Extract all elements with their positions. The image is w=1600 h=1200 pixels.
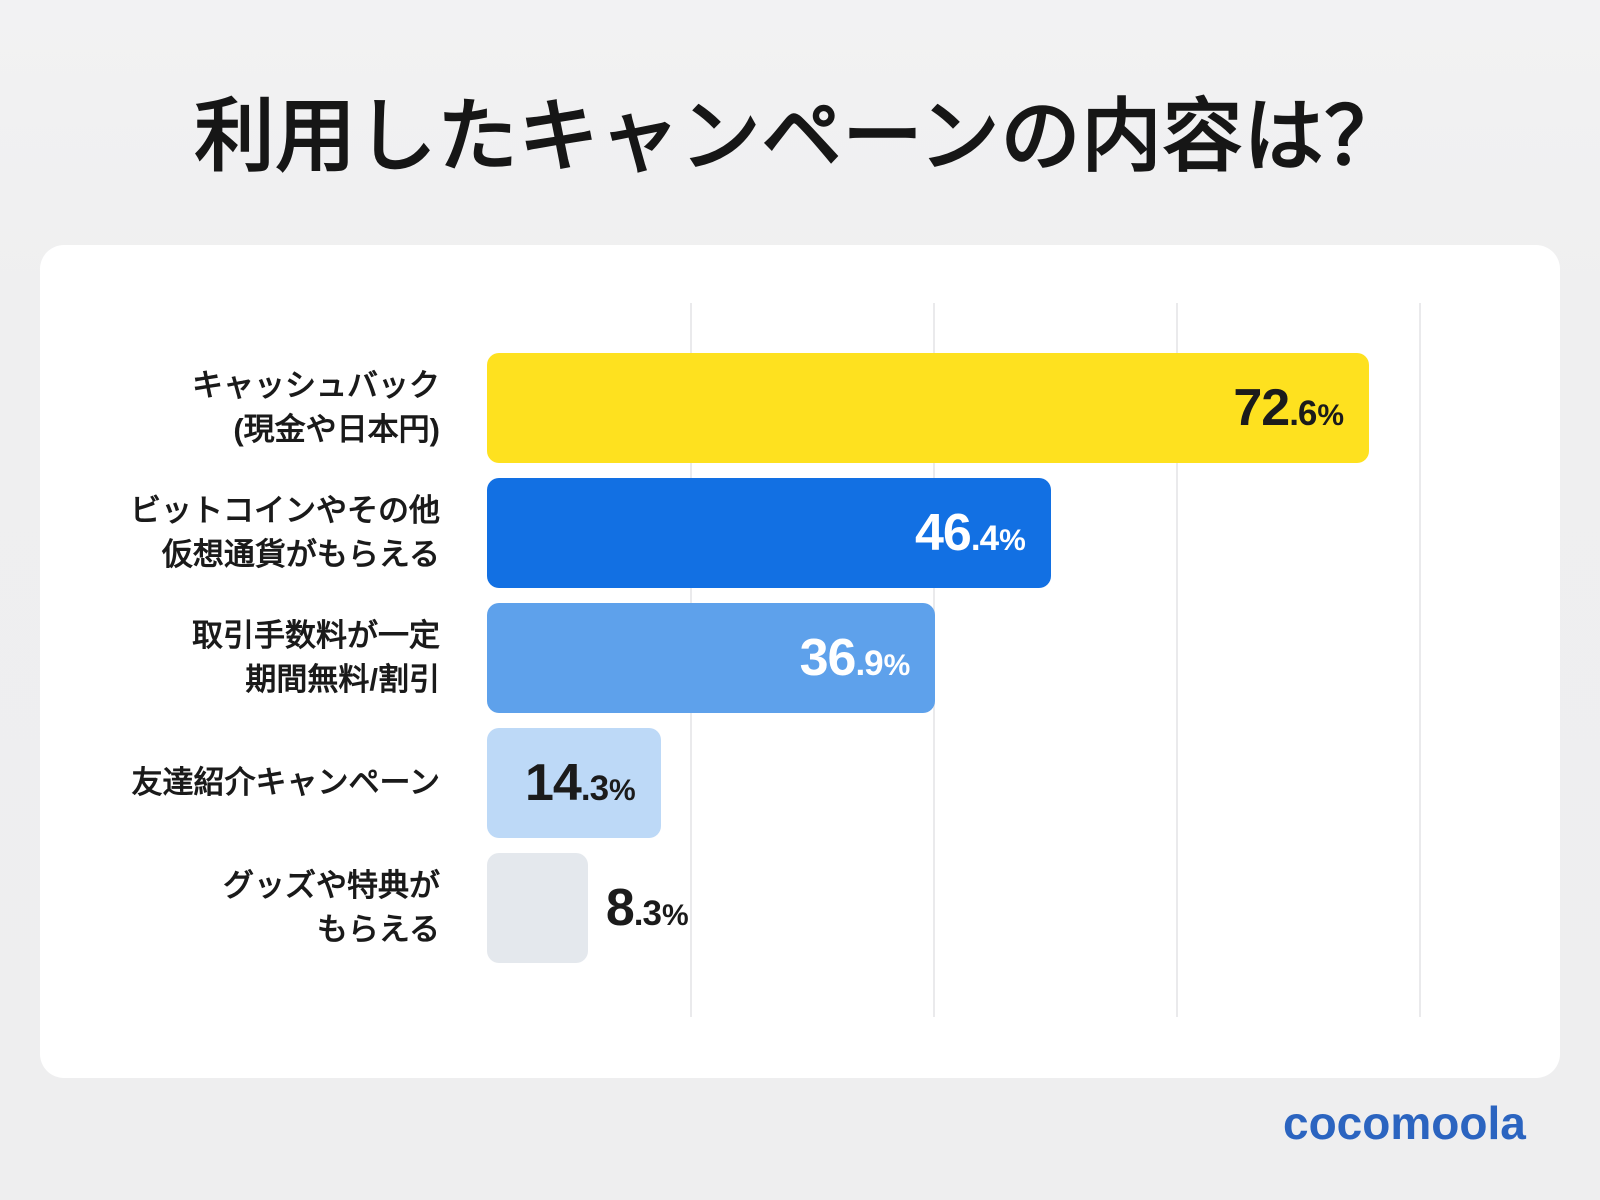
chart-row: 取引手数料が一定 期間無料/割引 36.9% [40,603,1560,728]
category-label: 取引手数料が一定 期間無料/割引 [192,618,440,697]
value-label: 46.4% [915,504,1026,562]
bar-track: 14.3% [487,728,1560,838]
bar-1: 72.6% [487,353,1370,463]
value-label: 8.3% [605,879,689,937]
category-label: ビットコインやその他 仮想通貨がもらえる [130,493,440,572]
chart-card: キャッシュバック (現金や日本円) 72.6% ビットコインやその他 仮想通貨がもらえる… [40,245,1560,1078]
chart-row: グッズや特典が もらえる 8.3% [40,853,1560,978]
value-label: 72.6% [1233,379,1344,437]
bar-2: 46.4% [487,478,1051,588]
cocomoola-logo: cocomoola [1283,1097,1526,1149]
chart-row: 友達紹介キャンペーン 14.3% [40,728,1560,853]
gridline-80-percent [1419,303,1421,1017]
bar-3: 36.9% [487,603,936,713]
bar-chart: キャッシュバック (現金や日本円) 72.6% ビットコインやその他 仮想通貨がもらえる… [40,353,1560,978]
chart-row: ビットコインやその他 仮想通貨がもらえる 46.4% [40,478,1560,603]
value-label: 36.9% [799,629,911,687]
chart-row: キャッシュバック (現金や日本円) 72.6% [40,353,1560,478]
category-label: グッズや特典が もらえる [223,868,440,947]
gridline-60-percent [1176,303,1178,1017]
category-label: キャッシュバック (現金や日本円) [192,368,440,447]
category-label: 友達紹介キャンペーン [131,765,440,800]
bar-track: 36.9% [487,603,1560,713]
value-label: 14.3% [525,754,636,812]
page-title: 利用したキャンペーンの内容は？ [194,92,1406,181]
bar-track: 46.4% [487,478,1560,588]
bar-4: 14.3% [487,728,661,838]
bar-track: 8.3% [487,853,1560,963]
bar-track: 72.6% [487,353,1560,463]
bar-5 [487,853,588,963]
